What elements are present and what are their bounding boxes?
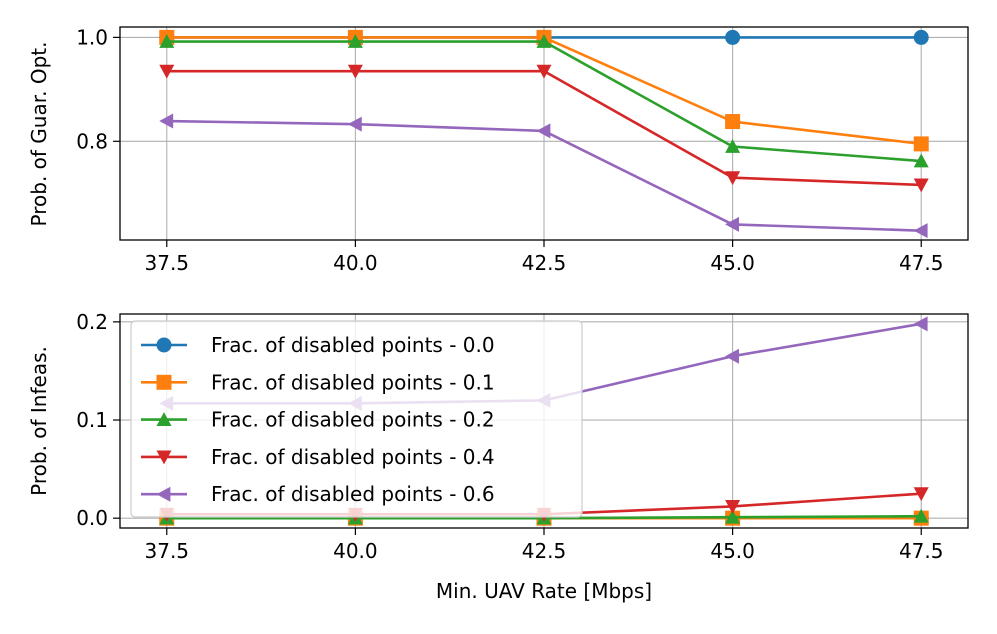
legend-marker-frac-of-disabled-points-0-6 xyxy=(156,486,171,502)
x-axis-label: Min. UAV Rate [Mbps] xyxy=(436,579,652,603)
legend-marker-frac-of-disabled-points-0-0 xyxy=(156,337,172,353)
legend-marker-frac-of-disabled-points-0-1 xyxy=(156,374,172,390)
subplot-infeasibility: 37.5 40.0 42.5 45.0 47.5 0.0 0.1 0.2 Prob. of I… xyxy=(27,310,969,603)
data-point-frac-of-disabled-points-0-6 xyxy=(536,123,551,139)
data-point-frac-of-disabled-points-0-6 xyxy=(913,223,928,239)
data-point-frac-of-disabled-points-0-6 xyxy=(725,216,739,232)
y-tick-label: 0.8 xyxy=(76,129,108,153)
data-point-frac-of-disabled-points-0-4 xyxy=(913,178,929,193)
x-tick-label: 47.5 xyxy=(899,251,944,275)
x-tick-label: 40.0 xyxy=(333,539,378,563)
data-point-frac-of-disabled-points-0-2 xyxy=(725,509,741,524)
x-tick-label: 37.5 xyxy=(145,539,190,563)
ticks-top: 37.5 40.0 42.5 45.0 47.5 0.8 1.0 xyxy=(76,25,943,275)
data-point-frac-of-disabled-points-0-1 xyxy=(725,114,741,130)
data-point-frac-of-disabled-points-0-4 xyxy=(913,487,929,502)
data-point-frac-of-disabled-points-0-4 xyxy=(725,500,741,514)
data-point-frac-of-disabled-points-0-2 xyxy=(159,34,175,48)
data-point-frac-of-disabled-points-0-0 xyxy=(913,29,929,45)
data-point-frac-of-disabled-points-0-2 xyxy=(536,34,552,48)
x-tick-label: 47.5 xyxy=(899,539,944,563)
x-tick-label: 45.0 xyxy=(710,539,755,563)
data-point-frac-of-disabled-points-0-1 xyxy=(913,136,929,152)
legend-label: Frac. of disabled points - 0.2 xyxy=(211,408,495,432)
data-point-frac-of-disabled-points-0-4 xyxy=(725,171,741,186)
y-tick-label: 0.1 xyxy=(76,408,108,432)
x-tick-label: 42.5 xyxy=(522,251,567,275)
data-point-frac-of-disabled-points-0-2 xyxy=(913,508,929,523)
data-point-frac-of-disabled-points-0-0 xyxy=(725,29,741,45)
legend-marker-frac-of-disabled-points-0-2 xyxy=(156,412,172,426)
y-tick-label: 0.0 xyxy=(76,506,108,530)
legend-label: Frac. of disabled points - 0.1 xyxy=(211,370,495,394)
subplot-guaranteed-optimality: 37.5 40.0 42.5 45.0 47.5 0.8 1.0 Prob. of Guar… xyxy=(27,25,969,275)
legend-label: Frac. of disabled points - 0.0 xyxy=(211,333,495,357)
data-point-frac-of-disabled-points-0-2 xyxy=(347,34,363,48)
series-top xyxy=(159,29,929,239)
x-tick-label: 40.0 xyxy=(333,251,378,275)
data-point-frac-of-disabled-points-0-6 xyxy=(347,116,362,132)
legend-label: Frac. of disabled points - 0.4 xyxy=(211,445,495,469)
data-point-frac-of-disabled-points-0-6 xyxy=(159,113,174,129)
y-axis-label-bottom: Prob. of Infeas. xyxy=(27,346,51,496)
ticks-bottom: 37.5 40.0 42.5 45.0 47.5 0.0 0.1 0.2 xyxy=(76,310,943,563)
data-point-frac-of-disabled-points-0-6 xyxy=(725,348,739,364)
data-point-frac-of-disabled-points-0-4 xyxy=(159,64,175,79)
y-tick-label: 1.0 xyxy=(76,25,108,49)
x-tick-label: 42.5 xyxy=(522,539,567,563)
data-point-frac-of-disabled-points-0-4 xyxy=(347,64,363,79)
y-axis-label-top: Prob. of Guar. Opt. xyxy=(27,42,51,227)
x-tick-label: 45.0 xyxy=(710,251,755,275)
legend-label: Frac. of disabled points - 0.6 xyxy=(211,482,495,506)
data-point-frac-of-disabled-points-0-6 xyxy=(913,316,928,332)
data-point-frac-of-disabled-points-0-2 xyxy=(725,138,741,153)
data-point-frac-of-disabled-points-0-4 xyxy=(536,64,552,79)
x-tick-label: 37.5 xyxy=(145,251,190,275)
y-tick-label: 0.2 xyxy=(76,310,108,334)
legend-marker-frac-of-disabled-points-0-4 xyxy=(156,450,172,465)
data-point-frac-of-disabled-points-0-2 xyxy=(913,153,929,168)
legend: Frac. of disabled points - 0.0 Frac. of d… xyxy=(130,320,583,518)
legend-box xyxy=(130,320,583,518)
